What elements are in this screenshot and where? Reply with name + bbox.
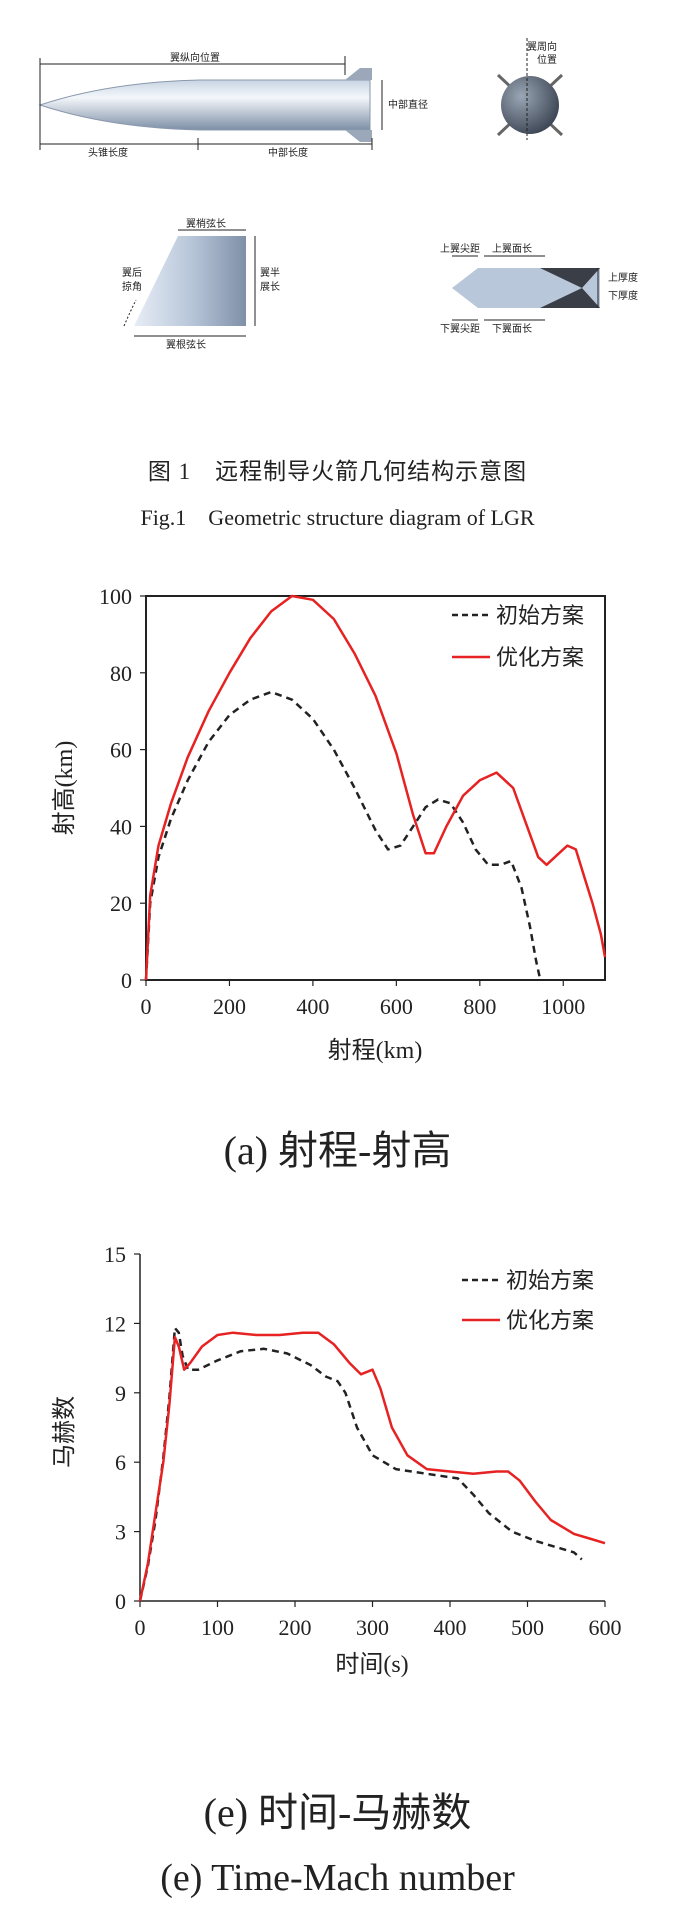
y-tick-label: 0 <box>115 1589 126 1614</box>
chart-e-caption-2: (e) Time-Mach number <box>160 1857 515 1899</box>
axis-ticks: 0 100 200 300 400 500 600 0 3 6 9 12 15 <box>104 1242 622 1640</box>
x-tick-label: 400 <box>296 994 329 1019</box>
plot-frame <box>140 1254 605 1601</box>
y-tick-label: 40 <box>110 814 132 839</box>
label-upper-tip-dist: 上翼尖距 <box>440 242 480 255</box>
y-tick-label: 0 <box>121 968 132 993</box>
y-tick-label: 12 <box>104 1311 126 1336</box>
legend: 初始方案 优化方案 <box>462 1268 594 1333</box>
label-mid-diameter: 中部直径 <box>388 98 428 111</box>
x-tick-label: 300 <box>356 1615 389 1640</box>
fin-planform <box>123 229 256 337</box>
series-line-optimized <box>138 1331 606 1602</box>
label-wing-tip-chord: 翼梢弦长 <box>186 217 226 230</box>
y-axis-label: 射高(km) <box>51 741 78 836</box>
label-root-chord: 翼根弦长 <box>166 338 206 351</box>
x-tick-label: 0 <box>141 994 152 1019</box>
legend-optimized-label: 优化方案 <box>506 1308 594 1333</box>
series-line-optimized <box>144 594 607 981</box>
y-tick-label: 20 <box>110 891 132 916</box>
label-half-span-2: 展长 <box>260 281 280 293</box>
label-lower-thick: 下厚度 <box>608 289 638 302</box>
y-tick-label: 9 <box>115 1381 126 1406</box>
x-tick-label: 200 <box>213 994 246 1019</box>
rocket-cross-section <box>496 38 564 140</box>
x-tick-label: 100 <box>201 1615 234 1640</box>
label-mid-length: 中部长度 <box>268 146 308 159</box>
y-tick-label: 100 <box>99 584 132 609</box>
legend-initial-label: 初始方案 <box>506 1268 594 1293</box>
label-upper-face-len: 上翼面长 <box>492 243 532 255</box>
chart-a-caption: (a) 射程-射高 <box>223 1128 452 1173</box>
x-axis-label: 射程(km) <box>328 1037 423 1064</box>
axis-ticks: 0 200 400 600 800 1000 0 20 40 60 80 100 <box>99 584 585 1019</box>
label-wing-circ-pos-1: 翼周向 <box>527 40 557 53</box>
x-tick-label: 200 <box>279 1615 312 1640</box>
x-tick-label: 0 <box>135 1615 146 1640</box>
series-group <box>138 1326 606 1602</box>
x-tick-label: 600 <box>380 994 413 1019</box>
label-wing-long-pos: 翼纵向位置 <box>170 51 220 64</box>
label-sweep-2: 掠角 <box>122 280 142 293</box>
x-axis-label: 时间(s) <box>335 1651 408 1678</box>
label-upper-thick: 上厚度 <box>608 271 638 284</box>
x-tick-label: 500 <box>511 1615 544 1640</box>
label-lower-face-len: 下翼面长 <box>492 323 532 335</box>
y-tick-label: 60 <box>110 738 132 763</box>
x-tick-label: 800 <box>463 994 496 1019</box>
figure1-diagram: 翼纵向位置 中部直径 头锥长度 中部长度 翼周向 位置 翼梢弦长 翼后 掠角 翼… <box>38 38 638 351</box>
series-line-initial <box>144 690 542 981</box>
y-tick-label: 3 <box>115 1520 126 1545</box>
label-sweep-1: 翼后 <box>122 267 142 279</box>
chart-e-caption-1: (e) 时间-马赫数 <box>203 1790 472 1835</box>
series-group <box>144 594 607 981</box>
legend-optimized-label: 优化方案 <box>496 645 584 670</box>
series-line-initial <box>138 1326 583 1602</box>
x-tick-label: 600 <box>589 1615 622 1640</box>
fin-airfoil <box>452 255 600 321</box>
label-lower-tip-dist: 下翼尖距 <box>440 322 480 335</box>
rocket-body <box>38 56 383 150</box>
x-tick-label: 400 <box>434 1615 467 1640</box>
label-head-length: 头锥长度 <box>88 146 128 159</box>
y-tick-label: 6 <box>115 1450 126 1475</box>
label-half-span-1: 翼半 <box>260 266 280 279</box>
legend: 初始方案 优化方案 <box>452 603 584 670</box>
y-axis-label: 马赫数 <box>51 1396 78 1468</box>
plot-frame <box>145 595 606 981</box>
figure1-caption-en: Fig.1 Geometric structure diagram of LGR <box>140 505 535 530</box>
y-tick-label: 80 <box>110 661 132 686</box>
chart-time-mach: 0 100 200 300 400 500 600 0 3 6 9 12 15 初始方案 优化方案 时间… <box>51 1242 622 1678</box>
y-tick-label: 15 <box>104 1242 126 1267</box>
figure1-caption-cn: 图 1 远程制导火箭几何结构示意图 <box>147 459 528 484</box>
legend-initial-label: 初始方案 <box>496 603 584 628</box>
x-tick-label: 1000 <box>541 994 585 1019</box>
label-wing-circ-pos-2: 位置 <box>537 53 557 66</box>
